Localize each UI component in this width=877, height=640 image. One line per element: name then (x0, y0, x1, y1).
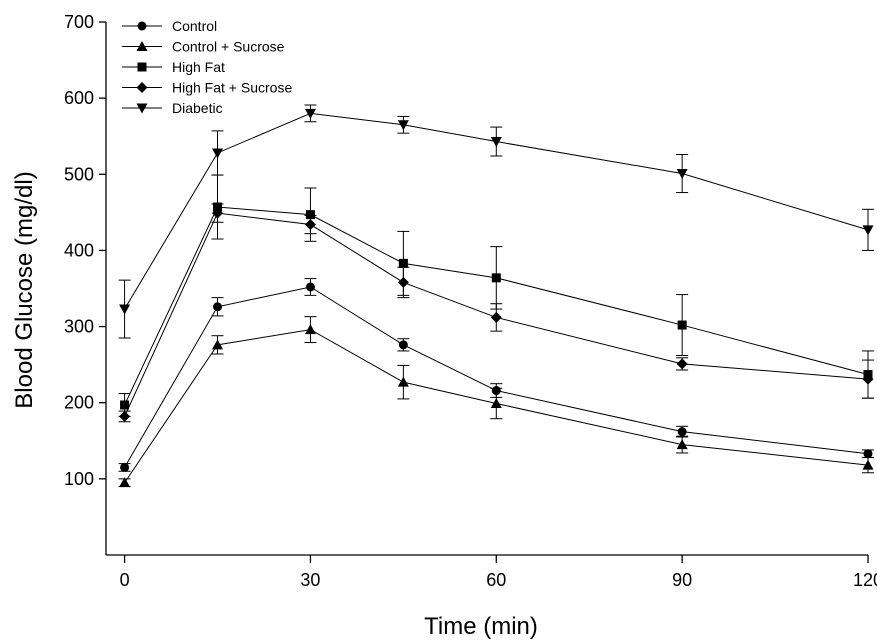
y-tick-label: 400 (64, 240, 94, 260)
data-point-high-fat-sucrose (862, 373, 874, 385)
data-point-control-sucrose (212, 339, 224, 350)
legend-marker (136, 103, 148, 114)
legend-entry-high-fat-sucrose: High Fat + Sucrose (122, 80, 292, 96)
legend-entry-control-sucrose: Control + Sucrose (122, 39, 285, 55)
y-tick-label: 100 (64, 469, 94, 489)
data-point-control-sucrose (304, 324, 316, 335)
legend-label: High Fat + Sucrose (172, 80, 292, 96)
data-point-diabetic (862, 225, 874, 236)
y-tick-label: 700 (64, 12, 94, 32)
series-high-fat-sucrose (118, 203, 874, 423)
legend-label: Control + Sucrose (172, 39, 285, 55)
data-point-diabetic (119, 304, 131, 315)
data-point-control (398, 340, 408, 350)
x-axis-title: Time (min) (424, 613, 538, 640)
data-point-control-sucrose (490, 397, 502, 408)
data-point-high-fat-sucrose (397, 276, 409, 288)
series-control-sucrose (118, 316, 874, 488)
data-point-high-fat (305, 210, 315, 220)
x-tick-label: 0 (120, 570, 130, 590)
legend-entry-diabetic: Diabetic (122, 100, 223, 116)
series-high-fat (118, 174, 874, 417)
data-point-diabetic (212, 148, 224, 159)
data-point-control-sucrose (676, 439, 688, 450)
data-point-high-fat (120, 400, 130, 410)
data-point-diabetic (397, 120, 409, 131)
legend: Control Control + Sucrose High Fat High Fat… (122, 18, 292, 116)
data-point-high-fat-sucrose (676, 358, 688, 370)
data-point-high-fat-sucrose (212, 207, 224, 219)
data-point-control-sucrose (862, 459, 874, 470)
x-tick-label: 60 (486, 570, 506, 590)
data-point-control (677, 427, 687, 437)
x-tick-label: 120 (853, 570, 877, 590)
x-axis: 0 30 60 90 120 (106, 554, 877, 590)
data-point-high-fat-sucrose (119, 410, 131, 422)
y-tick-label: 600 (64, 88, 94, 108)
plot-area (118, 104, 874, 488)
y-tick-label: 300 (64, 317, 94, 337)
legend-entry-high-fat: High Fat (122, 59, 225, 75)
legend-label: Control (172, 18, 217, 34)
data-point-control (863, 449, 873, 459)
data-point-diabetic (490, 137, 502, 148)
y-axis-title: Blood Glucose (mg/dl) (11, 171, 38, 408)
legend-label: High Fat (172, 59, 225, 75)
legend-marker (137, 62, 147, 72)
y-tick-label: 500 (64, 164, 94, 184)
data-point-high-fat (677, 320, 687, 330)
legend-marker (136, 41, 148, 51)
legend-marker (137, 21, 147, 31)
y-tick-label: 200 (64, 393, 94, 413)
data-point-control (305, 282, 315, 292)
data-point-control (120, 462, 130, 472)
data-point-high-fat (491, 273, 501, 283)
legend-marker (136, 82, 148, 93)
data-point-high-fat (398, 258, 408, 268)
x-tick-label: 30 (300, 570, 320, 590)
legend-entry-control: Control (122, 18, 217, 34)
x-tick-label: 90 (672, 570, 692, 590)
data-point-diabetic (304, 108, 316, 119)
data-point-control-sucrose (397, 376, 409, 387)
series-diabetic (118, 104, 874, 339)
legend-label: Diabetic (172, 100, 223, 116)
data-point-high-fat-sucrose (490, 311, 502, 323)
y-axis: 100 200 300 400 500 600 700 (64, 12, 107, 555)
data-point-control-sucrose (119, 477, 131, 488)
data-point-control (213, 302, 223, 312)
data-point-high-fat-sucrose (304, 219, 316, 231)
data-point-diabetic (676, 169, 688, 180)
